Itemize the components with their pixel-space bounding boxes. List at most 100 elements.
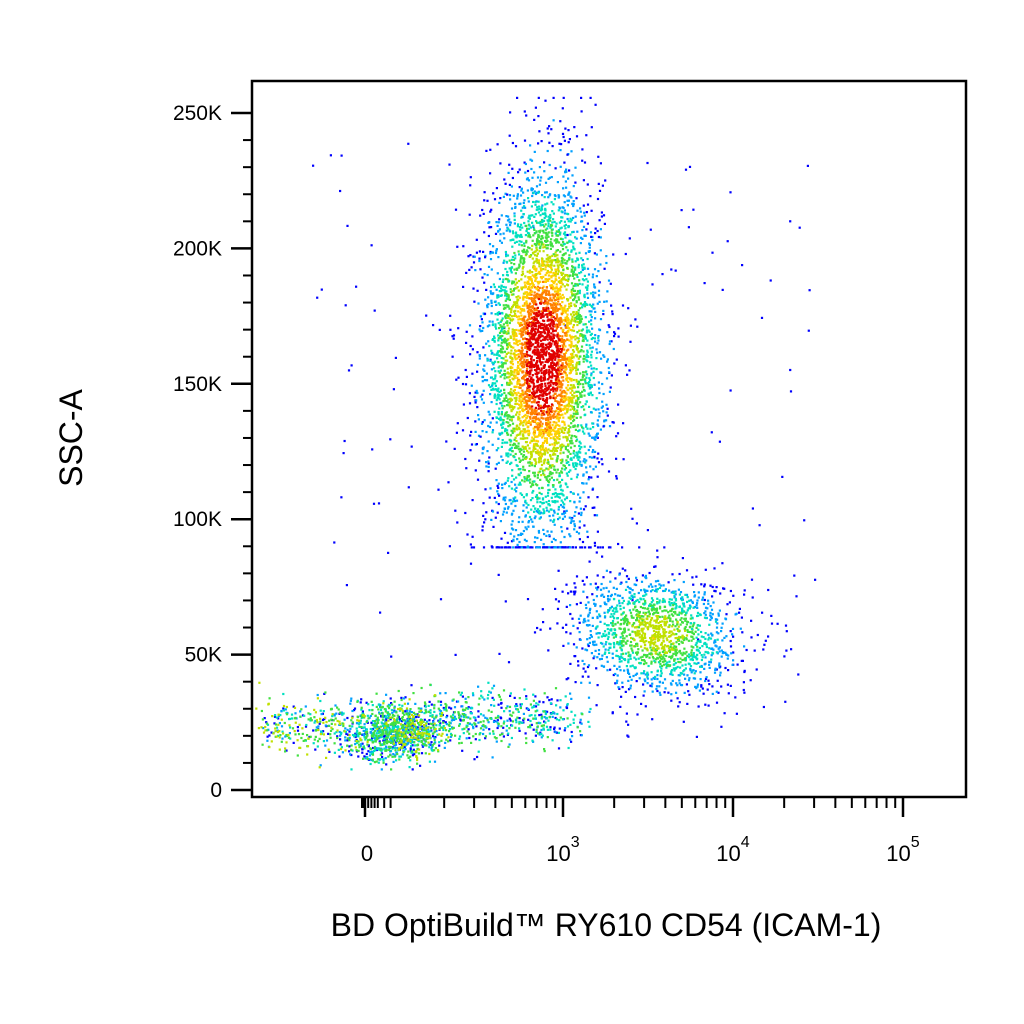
scatter-point: [391, 714, 394, 717]
scatter-point: [532, 191, 535, 194]
scatter-point: [548, 176, 551, 179]
scatter-point: [531, 739, 534, 742]
scatter-point: [504, 267, 507, 271]
scatter-point: [584, 603, 587, 606]
scatter-point: [565, 461, 568, 465]
scatter-point: [423, 718, 426, 721]
scatter-point: [548, 218, 551, 221]
scatter-point: [704, 679, 707, 683]
scatter-point: [351, 709, 354, 713]
scatter-point: [421, 725, 424, 728]
scatter-point: [659, 657, 662, 660]
scatter-point: [433, 717, 436, 720]
scatter-point: [464, 701, 467, 704]
scatter-point: [390, 740, 393, 743]
scatter-point: [376, 718, 379, 721]
scatter-point: [370, 758, 373, 762]
scatter-point: [583, 301, 587, 304]
scatter-point: [309, 717, 312, 720]
scatter-point: [508, 163, 511, 166]
scatter-point: [494, 313, 497, 316]
scatter-point: [362, 746, 365, 749]
scatter-point: [595, 643, 598, 646]
scatter-point: [347, 733, 350, 736]
scatter-point: [603, 611, 606, 614]
scatter-point: [708, 660, 711, 663]
scatter-point: [535, 191, 538, 194]
scatter-point: [316, 296, 319, 299]
scatter-point: [697, 633, 700, 636]
scatter-point: [531, 480, 534, 483]
scatter-point: [616, 432, 620, 435]
scatter-point: [514, 436, 517, 439]
scatter-point: [404, 722, 407, 725]
scatter-point: [590, 304, 593, 307]
scatter-point: [530, 723, 533, 726]
scatter-point: [477, 721, 480, 724]
scatter-point: [588, 320, 591, 323]
scatter-point: [621, 681, 624, 684]
scatter-point: [365, 735, 368, 738]
scatter-point: [589, 546, 592, 549]
scatter-point: [674, 593, 677, 596]
scatter-point: [397, 715, 400, 718]
scatter-point: [439, 710, 443, 713]
scatter-point: [749, 679, 752, 682]
scatter-point: [770, 622, 774, 625]
scatter-point: [596, 684, 599, 687]
scatter-point: [624, 690, 627, 693]
scatter-point: [553, 726, 556, 729]
scatter-point: [548, 478, 551, 481]
scatter-point: [490, 301, 493, 305]
scatter-point: [386, 736, 389, 739]
scatter-point: [433, 737, 436, 740]
scatter-point: [590, 385, 593, 388]
scatter-point: [398, 758, 401, 761]
scatter-point: [482, 714, 485, 717]
scatter-point: [342, 452, 345, 455]
scatter-point: [502, 496, 505, 499]
scatter-point: [623, 658, 626, 661]
scatter-point: [358, 725, 361, 728]
scatter-point: [282, 707, 285, 710]
scatter-point: [594, 408, 597, 411]
scatter-point: [418, 723, 421, 726]
scatter-point: [486, 325, 489, 328]
scatter-point: [503, 415, 506, 418]
scatter-point: [562, 241, 565, 244]
scatter-point: [427, 722, 431, 726]
scatter-point: [571, 174, 574, 177]
scatter-point: [720, 685, 723, 688]
scatter-point: [578, 272, 581, 275]
scatter-point: [669, 609, 672, 612]
scatter-point: [559, 484, 562, 487]
scatter-point: [609, 386, 612, 389]
scatter-point: [498, 218, 501, 221]
scatter-point: [416, 728, 419, 731]
scatter-point: [411, 744, 414, 747]
scatter-point: [540, 206, 543, 209]
scatter-point: [312, 729, 315, 732]
scatter-point: [648, 656, 651, 659]
scatter-point: [577, 532, 581, 535]
scatter-point: [496, 224, 499, 227]
scatter-point: [332, 719, 335, 722]
scatter-point: [741, 631, 744, 634]
scatter-point: [541, 734, 544, 737]
scatter-point: [583, 161, 587, 164]
scatter-point: [524, 499, 527, 502]
scatter-point: [559, 149, 562, 152]
scatter-point: [563, 139, 566, 142]
scatter-point: [365, 756, 368, 759]
scatter-point: [595, 275, 598, 278]
scatter-point: [383, 738, 386, 741]
scatter-point: [481, 375, 485, 378]
scatter-point: [589, 96, 592, 99]
scatter-point: [559, 207, 562, 210]
scatter-point: [535, 231, 538, 234]
scatter-point: [470, 266, 473, 269]
scatter-point: [664, 687, 667, 690]
scatter-point: [490, 717, 493, 720]
scatter-point: [579, 242, 582, 245]
scatter-point: [808, 289, 811, 292]
